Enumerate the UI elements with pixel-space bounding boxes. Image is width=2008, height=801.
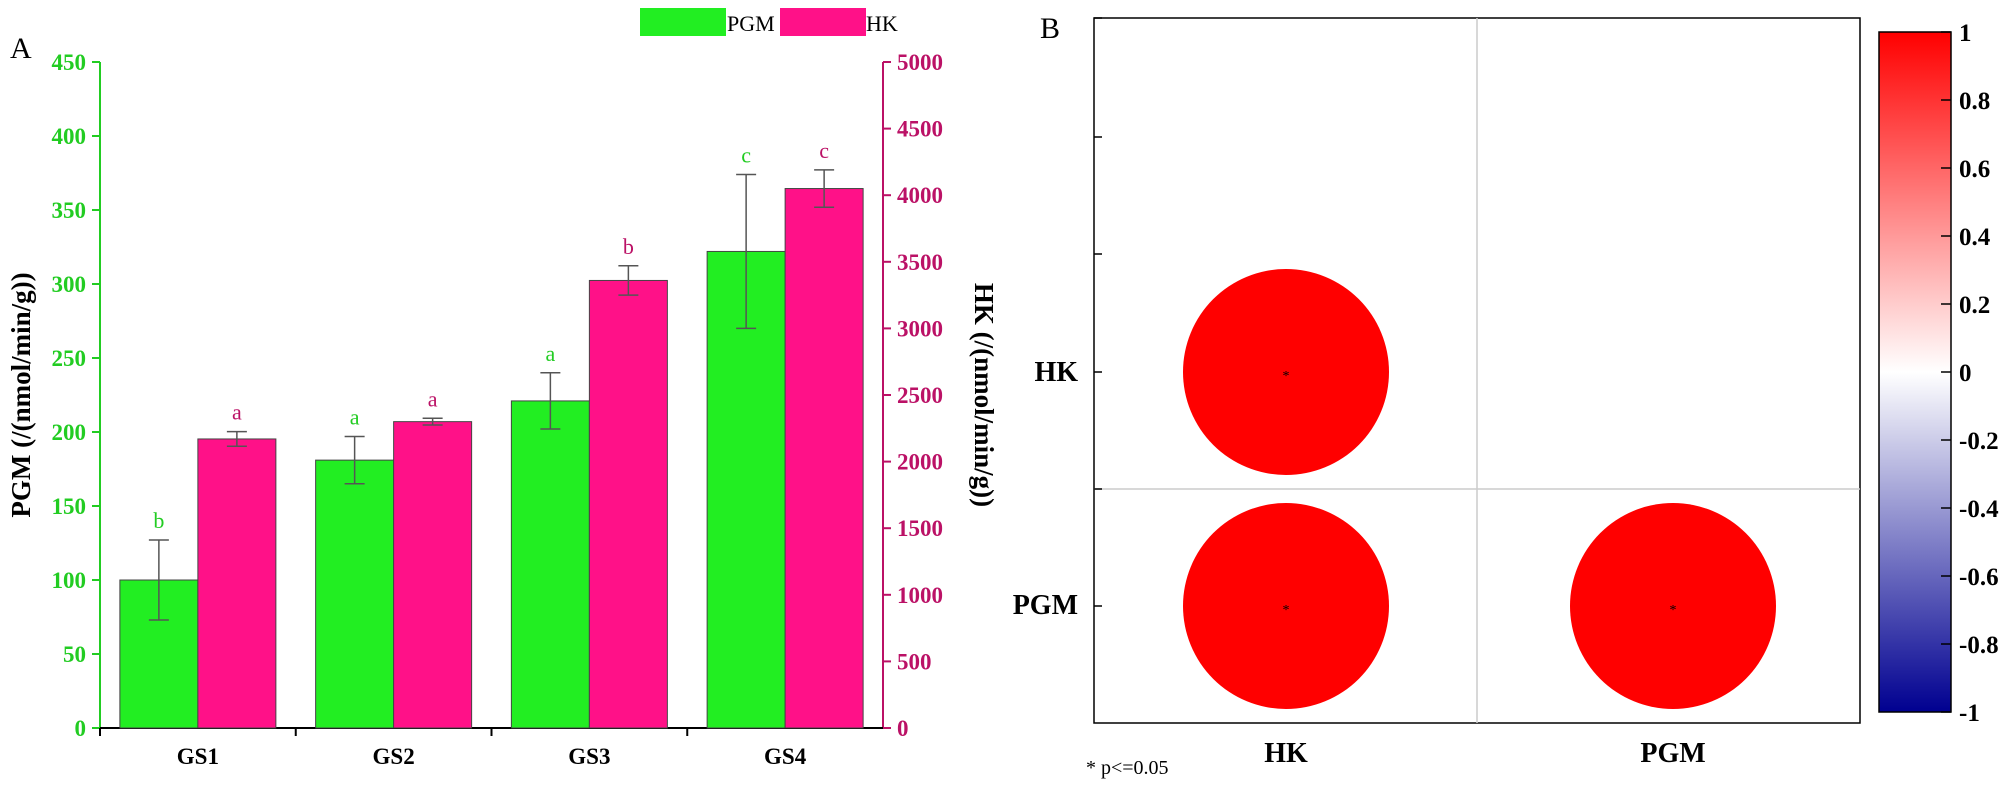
legend-label-hk: HK xyxy=(866,11,898,36)
colorbar-tick-label: -0.2 xyxy=(1959,428,1999,455)
colorbar-tick-label: -0.6 xyxy=(1959,564,1999,591)
significance-letter: c xyxy=(741,142,751,167)
bar-pgm xyxy=(315,459,395,729)
significance-marker: * xyxy=(1283,369,1290,384)
correlation-cell-hk-hk: * xyxy=(1183,269,1389,475)
correlation-circle xyxy=(1570,503,1776,709)
right-y-ticks: 0 500 1000 1500 2000 2500 3000 3500 4000 4500 5000 xyxy=(883,50,943,741)
legend-label-pgm: PGM xyxy=(727,11,775,36)
right-y-tick-label: 1500 xyxy=(897,516,943,541)
legend-swatch-hk xyxy=(780,8,866,36)
significance-letter: b xyxy=(623,234,634,259)
right-y-tick-label: 2500 xyxy=(897,383,943,408)
left-y-axis-label: PGM (/(nmol/min/g)) xyxy=(6,272,36,517)
panel-label-b: B xyxy=(1040,12,1060,45)
x-tick-label: GS3 xyxy=(568,744,610,769)
correlation-cell-pgm-hk: * xyxy=(1183,503,1389,709)
colorbar-tick-label: 1 xyxy=(1959,20,1972,47)
significance-footnote: * p<=0.05 xyxy=(1086,757,1169,779)
left-y-tick-label: 0 xyxy=(75,716,87,741)
right-y-axis-label: HK (/(nmol/min/g)) xyxy=(969,283,999,507)
significance-marker: * xyxy=(1670,603,1677,618)
x-ticks: GS1 GS2 GS3 GS4 xyxy=(99,728,807,769)
bar-chart-panel: A PGM HK 0 50 100 150 200 250 300 350 400 450 0 50… xyxy=(6,8,999,769)
row-label-hk: HK xyxy=(1034,357,1078,388)
left-y-tick-label: 250 xyxy=(52,346,87,371)
legend-swatch-pgm xyxy=(640,8,726,36)
colorbar xyxy=(1878,31,1952,713)
right-y-tick-label: 500 xyxy=(897,649,932,674)
x-tick-label: GS4 xyxy=(764,744,807,769)
significance-letter: a xyxy=(350,404,360,429)
colorbar-tick-label: 0.6 xyxy=(1959,156,1990,183)
correlation-panel: B HK PGM HK PGM * * * * p<=0.05 xyxy=(1013,12,1999,779)
right-y-tick-label: 3500 xyxy=(897,250,943,275)
left-y-tick-label: 450 xyxy=(52,50,87,75)
right-y-tick-label: 4000 xyxy=(897,183,943,208)
left-y-tick-label: 200 xyxy=(52,420,87,445)
left-axis-ticks xyxy=(1094,17,1102,607)
x-tick-label: GS1 xyxy=(177,744,219,769)
left-y-tick-label: 350 xyxy=(52,198,87,223)
correlation-circle xyxy=(1183,503,1389,709)
colorbar-tick-label: 0.2 xyxy=(1959,292,1990,319)
left-y-tick-label: 100 xyxy=(52,568,87,593)
col-label-pgm: PGM xyxy=(1640,738,1705,769)
x-tick-label: GS2 xyxy=(373,744,415,769)
colorbar-ticks: 1 0.8 0.6 0.4 0.2 0 -0.2 -0.4 -0.6 -0.8 -1 xyxy=(1941,20,1999,727)
significance-letter: a xyxy=(232,400,242,425)
bar-pgm xyxy=(510,400,590,729)
colorbar-tick-label: 0 xyxy=(1959,360,1972,387)
significance-letter: a xyxy=(428,386,438,411)
left-y-tick-label: 150 xyxy=(52,494,87,519)
correlation-circle xyxy=(1183,269,1389,475)
right-y-tick-label: 4500 xyxy=(897,117,943,142)
left-y-tick-label: 300 xyxy=(52,272,87,297)
left-y-ticks: 0 50 100 150 200 250 300 350 400 450 xyxy=(52,50,100,741)
left-y-tick-label: 50 xyxy=(63,642,86,667)
panel-label-a: A xyxy=(10,32,32,65)
right-y-tick-label: 0 xyxy=(897,716,909,741)
left-y-tick-label: 400 xyxy=(52,124,87,149)
colorbar-tick-label: -0.4 xyxy=(1959,496,1999,523)
bars: b a a c a a b c xyxy=(119,138,864,729)
correlation-cell-pgm-pgm: * xyxy=(1570,503,1776,709)
significance-letter: c xyxy=(819,138,829,163)
row-label-pgm: PGM xyxy=(1013,590,1078,621)
colorbar-tick-label: -0.8 xyxy=(1959,632,1999,659)
colorbar-tick-label: 0.4 xyxy=(1959,224,1991,251)
legend: PGM HK xyxy=(640,8,898,36)
bar-hk xyxy=(393,421,473,729)
significance-marker: * xyxy=(1283,603,1290,618)
right-y-tick-label: 5000 xyxy=(897,50,943,75)
bar-hk xyxy=(784,188,864,729)
bar-hk xyxy=(588,279,668,729)
right-y-tick-label: 1000 xyxy=(897,583,943,608)
right-y-tick-label: 2000 xyxy=(897,450,943,475)
significance-letter: b xyxy=(153,508,164,533)
colorbar-tick-label: 0.8 xyxy=(1959,88,1990,115)
bar-hk xyxy=(197,438,277,729)
right-y-tick-label: 3000 xyxy=(897,316,943,341)
significance-letter: a xyxy=(545,341,555,366)
col-label-hk: HK xyxy=(1264,738,1308,769)
colorbar-tick-label: -1 xyxy=(1959,700,1980,727)
